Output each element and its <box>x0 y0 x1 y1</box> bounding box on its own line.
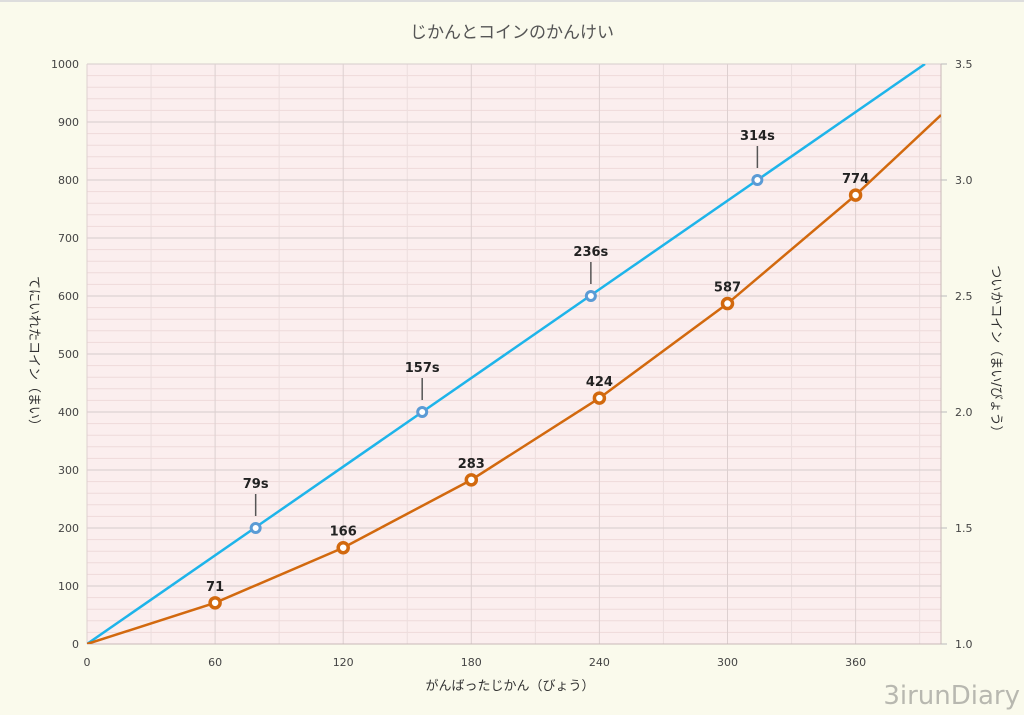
data-point <box>592 391 607 405</box>
data-point <box>720 296 735 311</box>
y2-tick-label: 2.0 <box>955 406 973 419</box>
y-tick-label: 600 <box>58 290 79 303</box>
x-tick-label: 60 <box>208 656 222 669</box>
y2-tick-label: 3.5 <box>955 58 973 71</box>
data-label: 79s <box>243 477 269 492</box>
data-point <box>464 473 479 487</box>
y2-tick-label: 1.5 <box>955 522 973 535</box>
y-tick-label: 700 <box>58 232 79 245</box>
data-point <box>751 174 764 186</box>
x-tick-label: 180 <box>461 656 482 669</box>
y-tick-label: 800 <box>58 174 79 187</box>
x-tick-label: 360 <box>845 656 866 669</box>
data-label: 587 <box>714 281 741 296</box>
x-tick-label: 300 <box>717 656 738 669</box>
y-tick-label: 200 <box>58 522 79 535</box>
data-point <box>336 540 350 555</box>
y-tick-label: 400 <box>58 406 79 419</box>
data-point <box>249 522 262 534</box>
chart-title: じかんとコインのかんけい <box>410 23 614 43</box>
y-tick-label: 1000 <box>51 58 79 71</box>
data-label: 166 <box>330 525 357 540</box>
y-axis-label: てにいれたコイン（まい） <box>26 276 41 432</box>
y-tick-label: 300 <box>58 464 79 477</box>
y2-tick-label: 1.0 <box>955 638 973 651</box>
data-point <box>848 188 863 202</box>
y-tick-label: 900 <box>58 116 79 129</box>
data-label: 236s <box>573 245 608 260</box>
y2-tick-label: 2.5 <box>955 290 973 303</box>
y-tick-label: 0 <box>72 638 79 651</box>
x-tick-label: 120 <box>333 656 354 669</box>
data-label: 424 <box>586 375 613 390</box>
data-point <box>584 290 597 302</box>
series-line-orange <box>87 114 941 644</box>
watermark: 3irunDiary <box>883 681 1020 711</box>
data-label: 157s <box>405 361 440 376</box>
y-tick-label: 500 <box>58 348 79 361</box>
data-label: 71 <box>206 580 224 595</box>
y2-tick-label: 3.0 <box>955 174 973 187</box>
data-label: 283 <box>458 457 485 472</box>
y2-axis-label: ついかコイン（まい/びょう） <box>988 265 1003 438</box>
data-point <box>208 596 222 610</box>
y-tick-label: 100 <box>58 580 79 593</box>
data-label: 774 <box>842 172 869 187</box>
x-tick-label: 240 <box>589 656 610 669</box>
x-axis-label: がんばったじかん（びょう） <box>425 679 594 694</box>
series-line-blue <box>87 64 926 644</box>
data-point <box>416 406 429 418</box>
x-tick-label: 0 <box>84 656 91 669</box>
data-label: 314s <box>740 129 775 144</box>
